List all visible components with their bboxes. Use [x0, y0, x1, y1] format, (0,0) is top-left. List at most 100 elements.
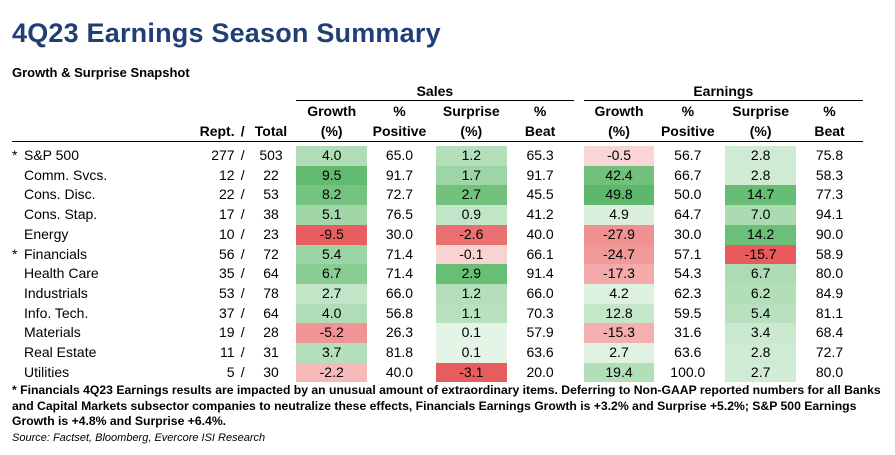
sales-beat-cell: 66.1: [526, 245, 554, 262]
earnings-surprise-cell: 2.8: [725, 146, 797, 166]
earnings-surprise-cell: 2.7: [725, 362, 797, 383]
sales-positive-cell: 81.8: [385, 344, 414, 361]
sales-surprise-cell: 1.2: [435, 283, 507, 304]
sales-growth-cell: 3.7: [296, 343, 368, 363]
sector-cell: Energy: [12, 225, 186, 245]
earnings-positive-cell: 31.6: [674, 324, 702, 341]
earnings-positive-cell: 56.7: [674, 147, 702, 163]
sector-cell: Materials: [12, 323, 186, 343]
sales-beat-label: Beat: [524, 123, 556, 139]
sales-growth-cell: -2.2: [296, 362, 368, 383]
earnings-beat-cell: 94.1: [815, 206, 844, 223]
sector-label: Industrials: [24, 284, 88, 301]
total-cell: 31: [263, 344, 279, 361]
sales-surprise-cell: 1.2: [435, 146, 507, 166]
earnings-positive-cell: 30.0: [674, 225, 702, 242]
slash-cell: /: [240, 206, 245, 223]
earnings-growth-cell: 49.8: [583, 185, 655, 206]
source-note: Source: Factset, Bloomberg, Evercore ISI…: [12, 432, 266, 444]
earnings-growth-cell: -15.3: [583, 323, 655, 344]
sales-beat-cell: 65.3: [526, 147, 554, 163]
sales-beat-cell: 41.2: [526, 206, 554, 223]
sales-growth-cell: -9.5: [296, 224, 368, 245]
rept-cell: 19: [219, 324, 235, 341]
sales-positive-cell: 91.7: [385, 166, 414, 183]
sales-positive-cell: 71.4: [385, 245, 414, 262]
earnings-surprise-cell: 6.7: [725, 264, 797, 284]
slash-cell: /: [240, 147, 245, 163]
earnings-surprise-unit: (%): [749, 123, 772, 139]
sales-beat-cell: 57.9: [526, 324, 554, 341]
slash-cell: /: [240, 245, 245, 262]
sector-label: Real Estate: [24, 344, 97, 361]
sector-label: Info. Tech.: [24, 304, 89, 321]
earnings-group-header: Earnings: [583, 82, 863, 101]
earnings-positive-cell: 100.0: [670, 363, 706, 380]
earnings-positive-cell: 59.5: [674, 304, 702, 321]
rept-cell: 11: [220, 344, 235, 361]
earnings-beat-label: Beat: [814, 123, 845, 139]
earnings-positive-cell: 64.7: [674, 206, 702, 223]
sales-beat-cell: 40.0: [526, 225, 554, 242]
table-row: * S&P 500 277 / 503 4.0 65.0 1.2 65.3 -0.5 56.7 2.8…: [12, 146, 863, 166]
earnings-beat-cell: 80.0: [815, 363, 844, 380]
earnings-positive-cell: 66.7: [674, 166, 702, 183]
sales-growth-cell: 5.1: [296, 205, 368, 225]
earnings-growth-cell: 12.8: [583, 303, 655, 324]
total-cell: 53: [263, 186, 279, 203]
sales-growth-cell: 6.7: [296, 264, 368, 284]
sales-positive-cell: 26.3: [385, 324, 414, 341]
total-cell: 28: [263, 324, 279, 341]
sales-surprise-cell: -0.1: [435, 244, 507, 265]
earnings-growth-cell: 42.4: [583, 165, 655, 186]
table-row: * Financials 56 / 72 5.4 71.4 -0.1 66.1 -24.7 57.1…: [12, 244, 863, 265]
total-cell: 38: [263, 206, 279, 223]
earnings-beat-cell: 80.0: [815, 265, 844, 282]
sales-beat-cell: 70.3: [526, 304, 554, 321]
total-cell: 64: [263, 265, 279, 282]
earnings-growth-unit: (%): [608, 123, 630, 139]
rept-cell: 56: [219, 245, 235, 262]
sector-cell: Cons. Disc.: [12, 185, 186, 205]
rept-cell: 22: [219, 186, 235, 203]
rept-cell: 12: [219, 166, 235, 183]
sales-positive-cell: 72.7: [385, 186, 414, 203]
sales-surprise-unit: (%): [460, 123, 483, 139]
page-title: 4Q23 Earnings Season Summary: [12, 18, 441, 48]
sales-beat-cell: 91.7: [526, 166, 554, 183]
total-cell: 78: [263, 284, 279, 301]
sales-beat-cell: 66.0: [526, 284, 554, 301]
sales-positive-cell: 66.0: [385, 284, 414, 301]
sales-positive-cell: 30.0: [385, 225, 414, 242]
sales-positive-cell: 40.0: [385, 363, 414, 380]
sector-cell: Health Care: [12, 264, 186, 284]
earnings-growth-cell: -27.9: [583, 224, 655, 245]
sector-cell: Real Estate: [12, 343, 186, 363]
total-cell: 64: [263, 304, 279, 321]
slash-cell: /: [240, 363, 245, 380]
sales-beat-cell: 45.5: [526, 186, 554, 203]
earnings-growth-cell: -0.5: [583, 146, 655, 166]
sales-group-header: Sales: [296, 82, 574, 101]
total-cell: 30: [263, 363, 279, 380]
earnings-positive-cell: 50.0: [674, 186, 702, 203]
footnote-marker: *: [12, 245, 18, 262]
sales-growth-cell: 5.4: [296, 244, 368, 265]
sector-label: Energy: [24, 225, 69, 242]
sales-positive-header: %: [393, 103, 406, 119]
sector-cell: Industrials: [12, 284, 186, 304]
slash-cell: /: [240, 324, 245, 341]
earnings-summary-table: Sales Earnings Growth % Surprise % Growt…: [12, 82, 863, 383]
earnings-positive-header: %: [681, 103, 695, 119]
earnings-growth-cell: -24.7: [583, 244, 655, 265]
sales-surprise-cell: 2.7: [435, 185, 507, 206]
earnings-growth-cell: 4.9: [583, 205, 655, 225]
earnings-beat-cell: 72.7: [815, 344, 844, 361]
sales-surprise-cell: -3.1: [435, 362, 507, 383]
sales-surprise-header: Surprise: [442, 103, 500, 119]
table-body: * S&P 500 277/503 4.0 65.0 1.2 65.3 -0.5 56.7 2.8…: [12, 146, 863, 383]
earnings-beat-cell: 77.3: [815, 186, 844, 203]
sales-surprise-cell: 0.9: [435, 205, 507, 225]
sector-label: Utilities: [24, 363, 70, 380]
sector-cell: * Financials: [12, 245, 186, 265]
